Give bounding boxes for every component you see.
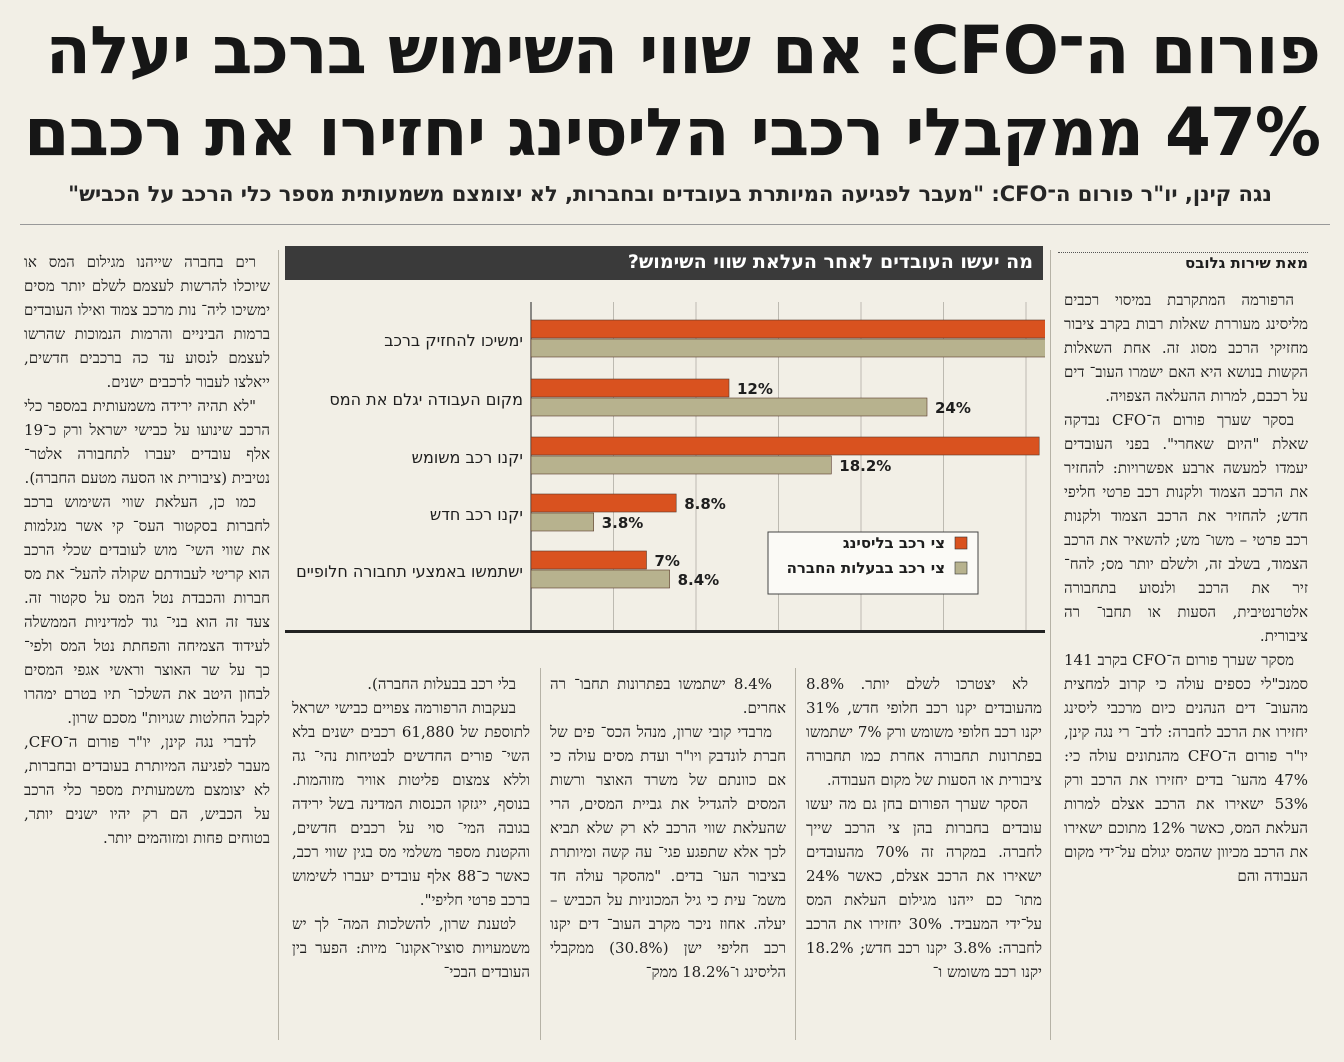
legend-box [767,531,979,595]
article-paragraph: מרבדי קובי שרון, מנהל הכס־ פים של חברת ל… [550,723,786,981]
bar [530,512,595,532]
column-divider [1050,250,1051,1040]
article-paragraph: 8.4% ישתמשו בפתרונות תחבו־ רה אחרים. [550,675,786,717]
legend-swatch [954,536,968,550]
article-column-5: רים בחברה שייהנו מגילום המס או שיוכלו לה… [24,250,270,1040]
article-paragraph: הסקר שערך הפורום בחן גם מה יעשו עובדים ב… [806,795,1042,981]
column-divider [795,668,796,1040]
chart-baseline [285,630,1045,633]
article-column-3: 8.4% ישתמשו בפתרונות תחבו־ רה אחרים. מרבד… [550,672,786,1042]
article-paragraph: הרפורמה המתקרבת במיסוי רכבים מליסינג מעו… [1064,291,1308,405]
chart-legend: צי רכב בליסינג צי רכב בבעלות החברה [787,534,968,577]
headline-line-1: פורום ה־CFO: אם שווי השימוש ברכב יעלה – [30,18,1320,84]
bar [530,550,647,570]
column-divider [278,250,279,1040]
value-label: 12% [737,380,773,398]
article-paragraph: מסקר שערך פורום ה־CFO בקרב 141 סמנכ"לי כ… [1064,651,1308,885]
chart-title: מה יעשו העובדים לאחר העלאת שווי השימוש? [627,251,1033,273]
value-label: 7% [655,552,680,570]
value-label: 3.8% [602,514,644,532]
article-paragraph: לדברי נגה קינן, יו"ר פורום ה־CFO, מעבר ל… [24,733,270,847]
value-label: 24% [935,399,971,417]
legend-label: צי רכב בבעלות החברה [787,559,945,577]
category-label: יקנו רכב חדש [430,505,523,524]
chart-title-bar: מה יעשו העובדים לאחר העלאת שווי השימוש? [285,246,1043,280]
category-label: יקנו רכב משומש [412,448,523,467]
article-paragraph: בלי רכב בבעלות החברה). [367,675,516,693]
article-paragraph: רים בחברה שייהנו מגילום המס או שיוכלו לה… [24,253,270,391]
bar [530,569,670,589]
bar [530,436,1040,456]
category-label: ימשיכו להחזיק ברכב [384,331,523,350]
bar [530,378,730,398]
bar [530,338,1045,358]
article-paragraph: "לא תהיה ירידה משמעותית במספר כלי הרכב ש… [24,397,270,487]
headline-line-2: 47% ממקבלי רכבי הליסינג יחזירו את רכבם [30,100,1320,166]
bar [530,397,928,417]
bar-chart: 41.4%45.6%12%24%30.8%18.2%8.8%3.8%7%8.4%… [285,302,1045,633]
value-label: 18.2% [839,457,891,475]
article-column-2: לא יצטרכו לשלם יותר. 8.8% מהעובדים יקנו … [806,672,1042,1042]
subheadline: נגה קינן, יו"ר פורום ה־CFO: "מעבר לפגיעה… [68,182,1272,206]
bar [530,455,832,475]
article-paragraph: בעקבות הרפורמה צפויים כבישי ישראל לתוספת… [292,699,530,909]
article-column-1: הרפורמה המתקרבת במיסוי רכבים מליסינג מעו… [1064,288,1308,1038]
chart-bars: 41.4%45.6%12%24%30.8%18.2%8.8%3.8%7%8.4% [530,319,1045,589]
value-label: 8.8% [684,495,726,513]
article-paragraph: כמו כן, העלאת שווי השימוש ברכב לחברות בס… [24,493,270,727]
header-rule [20,224,1330,225]
bar [530,493,677,513]
chart-category-labels: ימשיכו להחזיק ברכב מקום העבודה יגלם את המ… [296,331,523,581]
column-divider [540,668,541,1040]
article-column-4: בלי רכב בבעלות החברה). בעקבות הרפורמה צפו… [292,672,530,1042]
category-label: ישתמשו באמצעי תחבורה חלופיים [296,562,523,581]
article-paragraph: לטענת שרון, להשלכות המה־ לך יש משמעויות … [292,915,530,981]
value-label: 8.4% [678,571,720,589]
legend-label: צי רכב בליסינג [843,534,945,552]
legend-swatch [954,561,968,575]
category-label: מקום העבודה יגלם את המס [329,390,523,409]
byline: מאת שירות גלובס [1185,254,1308,272]
bar [530,319,1045,339]
article-paragraph: בסקר שערך פורום ה־CFO נבדקה שאלת "היום ש… [1064,411,1308,645]
byline-rule [1058,252,1308,253]
article-paragraph: לא יצטרכו לשלם יותר. 8.8% מהעובדים יקנו … [806,675,1042,789]
